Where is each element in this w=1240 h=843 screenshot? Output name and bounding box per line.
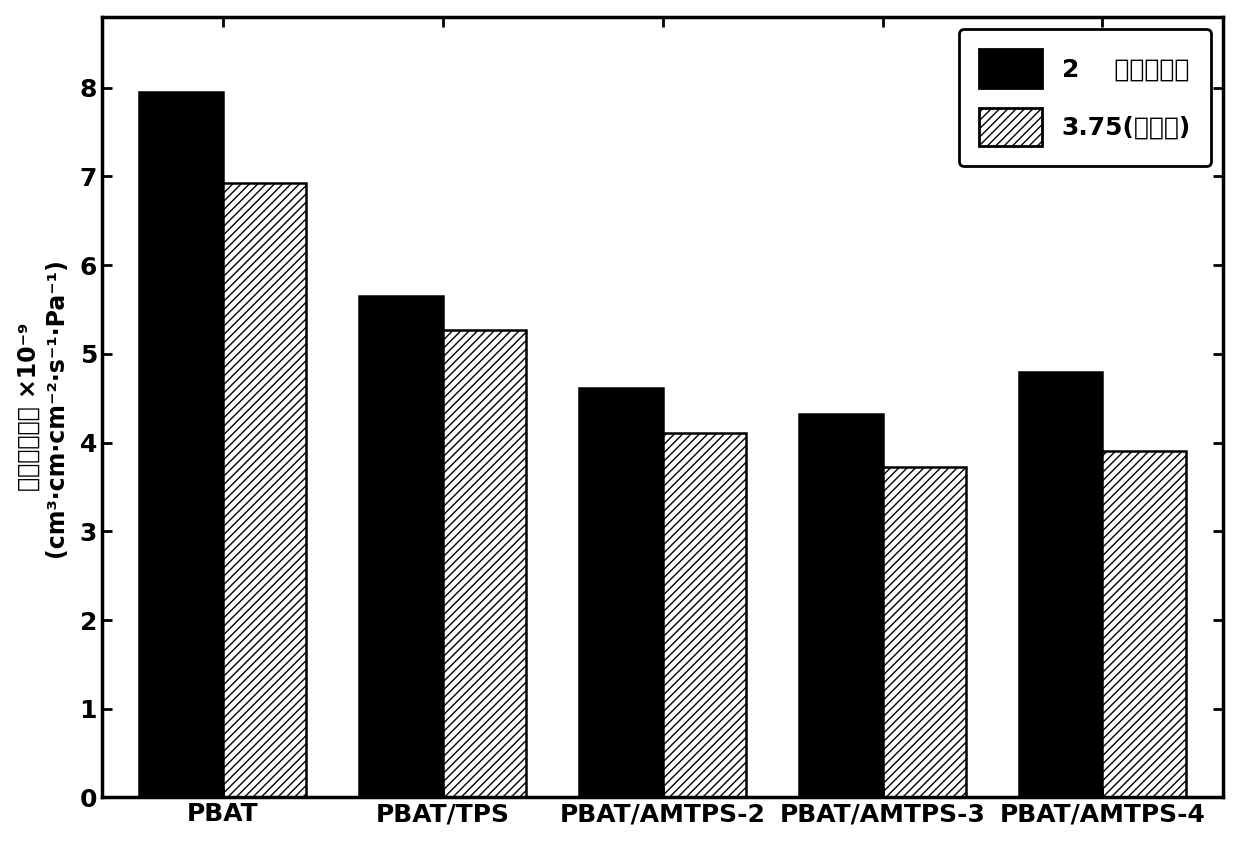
Bar xyxy=(443,330,526,797)
Bar xyxy=(1102,452,1185,797)
Bar xyxy=(223,184,306,797)
Bar xyxy=(579,388,662,797)
Bar xyxy=(1019,372,1102,797)
Bar xyxy=(662,432,746,797)
Bar xyxy=(139,92,223,797)
Legend: 2    （吹胀比）, 3.75(吹胀比): 2 （吹胀比）, 3.75(吹胀比) xyxy=(959,30,1210,166)
Y-axis label: 气体渗透系数 ×10⁻⁹
(cm³·cm·cm⁻²·s⁻¹·Pa⁻¹): 气体渗透系数 ×10⁻⁹ (cm³·cm·cm⁻²·s⁻¹·Pa⁻¹) xyxy=(16,258,68,556)
Bar xyxy=(360,296,443,797)
Bar xyxy=(799,414,883,797)
Bar xyxy=(883,467,966,797)
